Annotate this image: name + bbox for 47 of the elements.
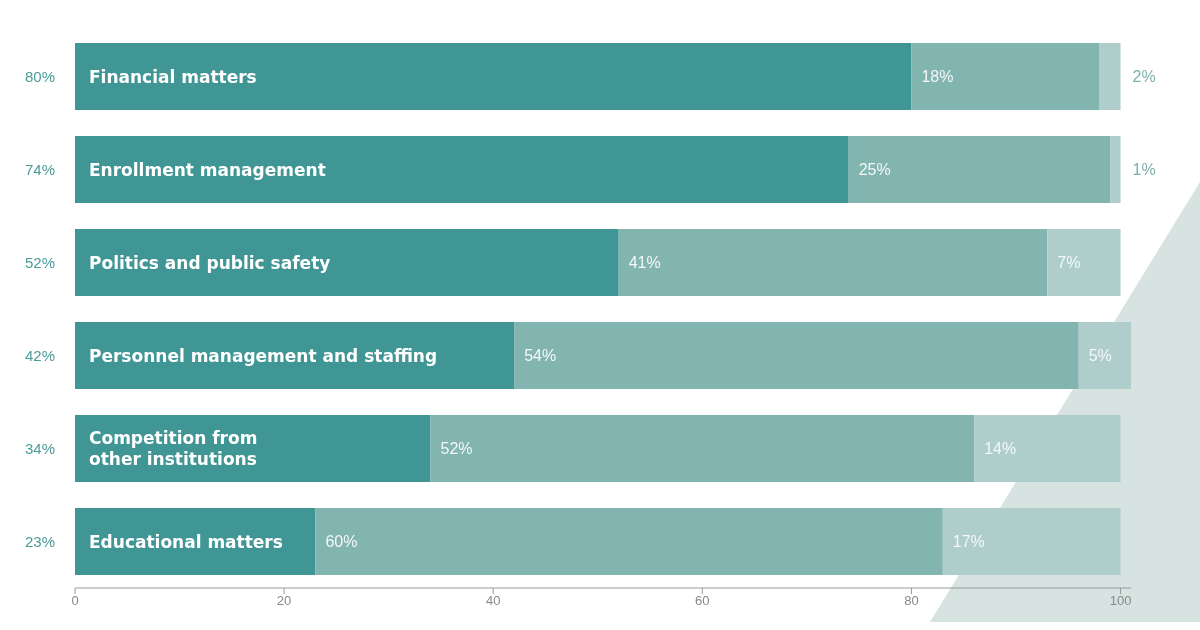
data-label: 5% xyxy=(1088,347,1112,365)
y-tick-label: Personnel management and staffing xyxy=(89,345,438,366)
x-tick-label: 0 xyxy=(71,593,79,609)
y-tick-label: Competition from other institutions xyxy=(89,428,258,470)
data-label: 41% xyxy=(628,254,661,272)
bar xyxy=(315,508,943,576)
data-label: 25% xyxy=(858,161,891,179)
data-label: 52% xyxy=(24,254,55,272)
x-tick-label: 100 xyxy=(1109,593,1132,609)
data-label: 74% xyxy=(24,161,55,179)
x-tick-label: 80 xyxy=(904,593,919,609)
bar xyxy=(974,415,1121,483)
bar xyxy=(1110,136,1121,204)
data-label: 54% xyxy=(524,347,557,365)
data-label: 2% xyxy=(1132,68,1156,86)
bar xyxy=(514,322,1079,390)
bar xyxy=(75,136,849,204)
bar xyxy=(75,322,515,390)
data-label: 17% xyxy=(952,533,985,551)
x-tick-label: 40 xyxy=(485,593,501,609)
bar xyxy=(1078,322,1131,390)
data-label: 80% xyxy=(24,68,55,86)
data-label: 34% xyxy=(24,440,55,458)
bar xyxy=(75,229,619,297)
bar xyxy=(911,43,1100,111)
data-label: 42% xyxy=(24,347,55,365)
y-tick-label: Financial matters xyxy=(89,66,257,87)
bar xyxy=(430,415,975,483)
bar xyxy=(75,43,912,111)
data-label: 60% xyxy=(325,533,358,551)
data-label: 23% xyxy=(24,533,55,551)
x-tick-label: 20 xyxy=(276,593,292,609)
data-label: 52% xyxy=(440,440,473,458)
data-label: 1% xyxy=(1132,161,1156,179)
data-label: 7% xyxy=(1057,254,1081,272)
data-label: 14% xyxy=(984,440,1017,458)
bar xyxy=(1099,43,1121,111)
y-tick-label: Politics and public safety xyxy=(89,252,331,273)
bar xyxy=(848,136,1111,204)
bar xyxy=(1047,229,1121,297)
bar xyxy=(618,229,1048,297)
bar xyxy=(75,508,316,576)
y-tick-label: Educational matters xyxy=(89,531,283,552)
bar xyxy=(942,508,1121,576)
x-tick-label: 60 xyxy=(695,593,710,609)
data-label: 18% xyxy=(921,68,954,86)
y-tick-label: Enrollment management xyxy=(89,159,326,180)
